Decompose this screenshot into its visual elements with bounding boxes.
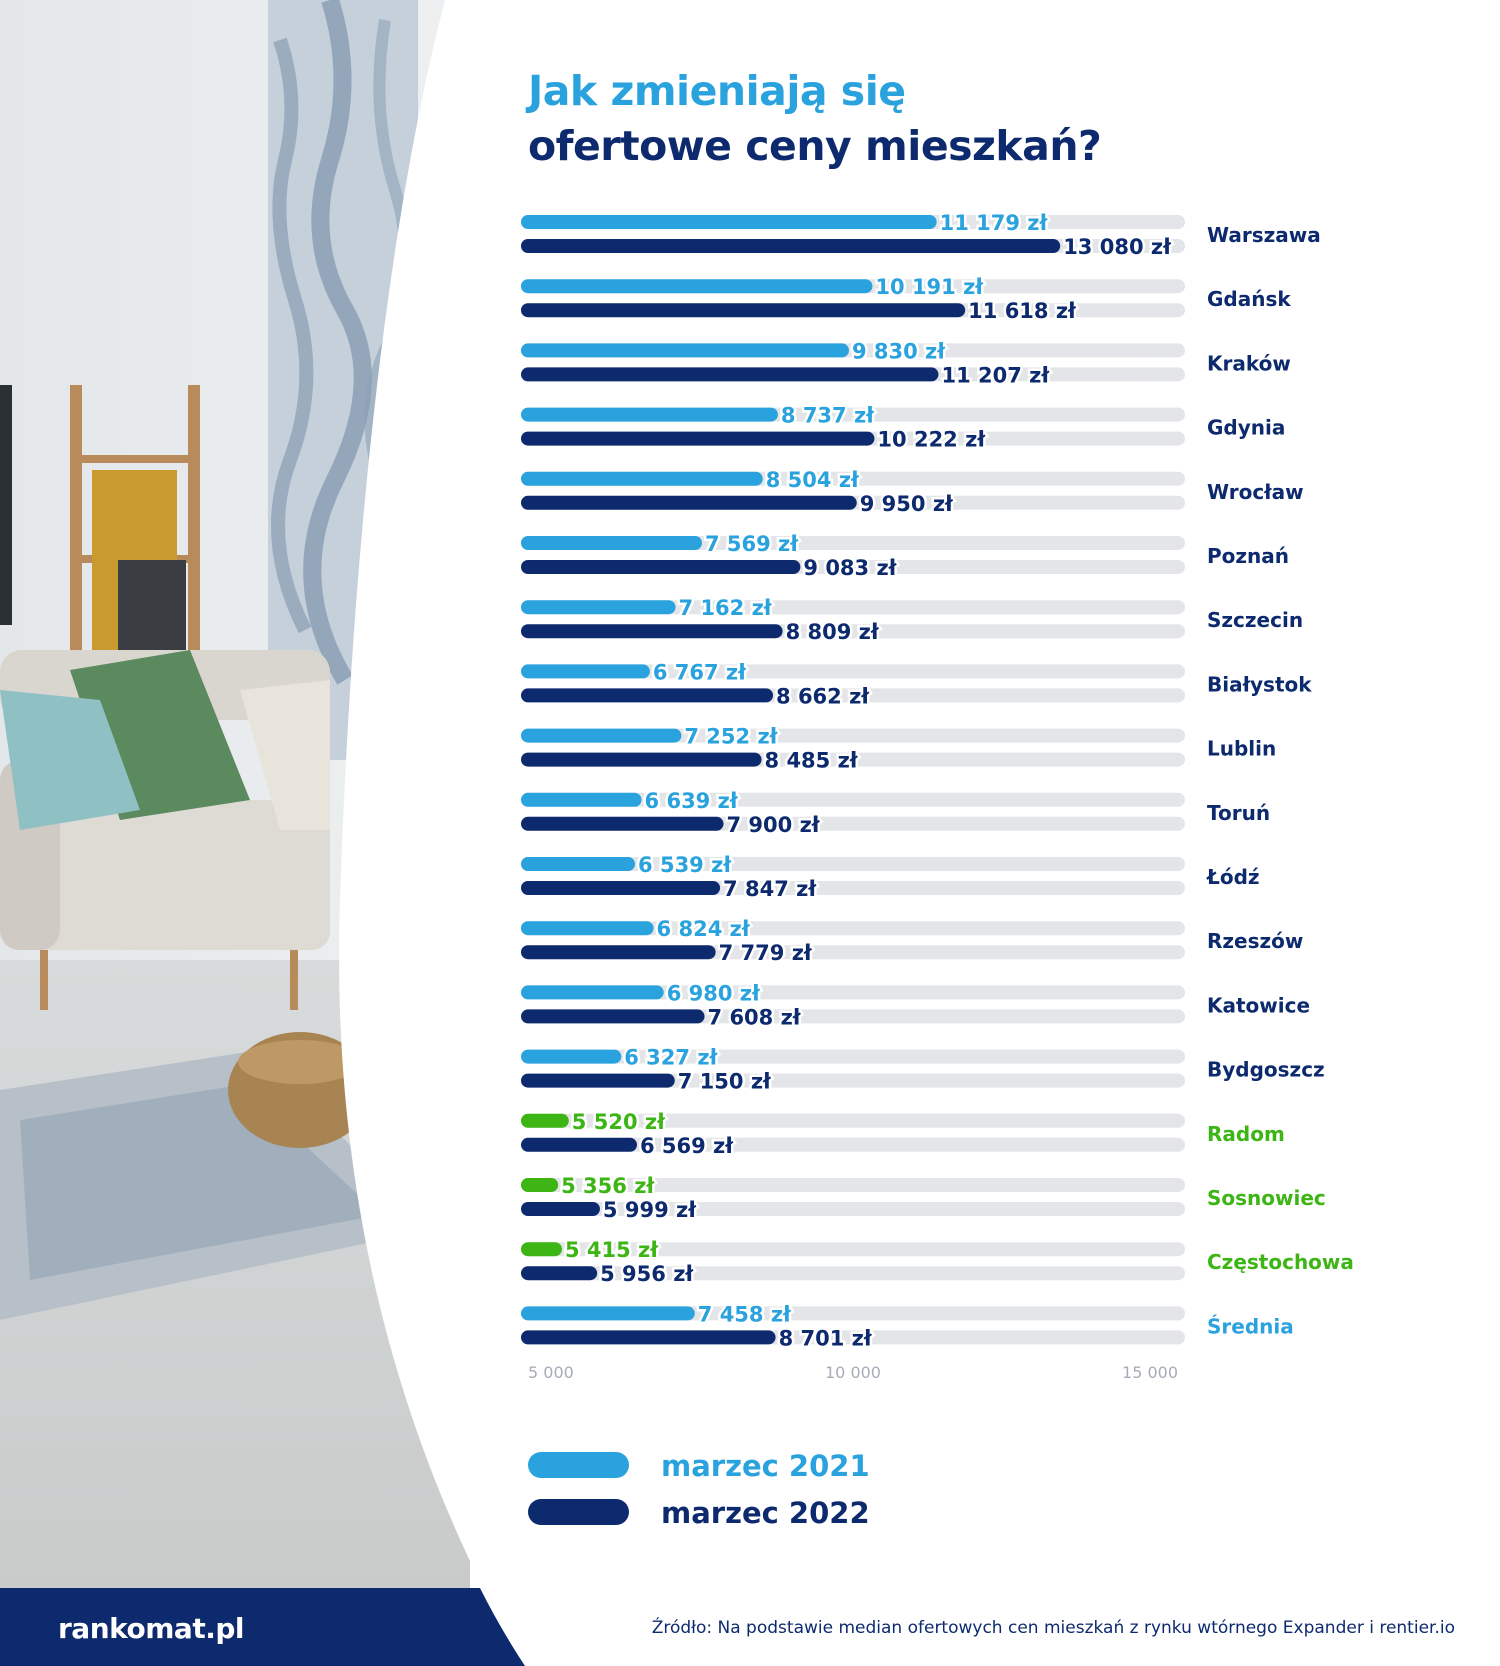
value-label-2021: 5 415 zł	[565, 1238, 659, 1262]
category-label: Rzeszów	[1207, 929, 1303, 953]
value-label-2021: 7 252 zł	[684, 725, 778, 749]
value-label-2022: 7 608 zł	[708, 1005, 802, 1029]
value-label-2022: 8 485 zł	[765, 749, 859, 773]
value-label-2022: 9 950 zł	[860, 492, 954, 516]
value-label-2022: 7 150 zł	[678, 1070, 772, 1094]
x-tick-label: 5 000	[528, 1363, 574, 1382]
value-label-2021: 6 980 zł	[667, 981, 761, 1005]
value-label-2022: 5 956 zł	[600, 1262, 694, 1286]
x-tick-label: 15 000	[1122, 1363, 1178, 1382]
chart-row-warszawa: 11 179 zł 13 080 zł Warszawa	[521, 209, 1321, 262]
chart-row-sosnowiec: 5 356 zł5 999 zł Sosnowiec	[521, 1172, 1326, 1225]
source-note: Źródło: Na podstawie median ofertowych c…	[651, 1618, 1455, 1638]
x-tick-label: 10 000	[825, 1363, 881, 1382]
value-label-2022: 11 207 zł	[941, 363, 1050, 387]
category-label: Katowice	[1207, 993, 1310, 1017]
category-label: Lublin	[1207, 737, 1276, 761]
chart-row-radom: 5 520 zł6 569 zł Radom	[521, 1107, 1285, 1160]
value-label-2021: 6 539 zł	[638, 853, 732, 877]
value-label-2022: 7 847 zł	[723, 877, 817, 901]
category-label: Gdańsk	[1207, 287, 1291, 311]
brand-logo: rankomat.pl	[58, 1612, 244, 1645]
x-axis: 5 000 10 000 15 000	[528, 1363, 1178, 1382]
chart-row-srednia: 7 458 zł8 701 zł Średnia	[521, 1300, 1294, 1353]
category-label: Średnia	[1207, 1314, 1294, 1338]
chart-row-torun: 6 639 zł7 900 zł Toruń	[521, 786, 1270, 839]
value-label-2022: 7 779 zł	[719, 941, 813, 965]
value-label-2022: 9 083 zł	[803, 556, 897, 580]
value-label-2021: 6 639 zł	[645, 789, 739, 813]
category-label: Gdynia	[1207, 416, 1285, 440]
value-label-2021: 5 520 zł	[572, 1110, 666, 1134]
value-label-2022: 8 662 zł	[776, 684, 870, 708]
chart-row-bialystok: 6 767 zł 8 662 zł Białystok	[521, 658, 1312, 711]
chart-row-wroclaw: 8 504 zł9 950 zł Wrocław	[521, 465, 1304, 518]
value-label-2022: 7 900 zł	[727, 813, 821, 837]
category-label: Radom	[1207, 1122, 1285, 1146]
value-label-2022: 13 080 zł	[1063, 235, 1172, 259]
chart-row-poznan: 7 569 zł9 083 zł Poznań	[521, 530, 1289, 583]
value-label-2021: 7 458 zł	[698, 1302, 792, 1326]
value-label-2022: 8 809 zł	[786, 620, 880, 644]
category-label: Białystok	[1207, 672, 1312, 696]
category-label: Toruń	[1207, 801, 1270, 825]
chart-row-katowice: 6 980 zł7 608 zł Katowice	[521, 979, 1310, 1032]
category-label: Szczecin	[1207, 608, 1303, 632]
legend-label: marzec 2021	[661, 1449, 870, 1483]
legend-label: marzec 2022	[661, 1496, 870, 1530]
value-label-2021: 6 327 zł	[624, 1046, 718, 1070]
footer-band	[0, 1588, 525, 1666]
chart-row-bydgoszcz: 6 327 zł7 150 zł Bydgoszcz	[521, 1043, 1325, 1096]
value-label-2022: 11 618 zł	[968, 299, 1077, 323]
value-label-2022: 8 701 zł	[779, 1326, 873, 1350]
value-label-2021: 8 504 zł	[766, 468, 860, 492]
value-label-2021: 7 569 zł	[705, 532, 799, 556]
category-label: Wrocław	[1207, 480, 1304, 504]
value-label-2021: 8 737 zł	[781, 404, 875, 428]
value-label-2022: 10 222 zł	[877, 428, 986, 452]
category-label: Łódź	[1206, 865, 1260, 889]
chart-title: Jak zmieniają się ofertowe ceny mieszkań…	[528, 64, 1102, 174]
chart-row-rzeszow: 6 824 zł7 779 zł Rzeszów	[521, 915, 1303, 968]
value-label-2021: 6 824 zł	[657, 917, 751, 941]
category-label: Częstochowa	[1207, 1250, 1354, 1274]
category-label: Kraków	[1207, 351, 1291, 375]
category-label: Sosnowiec	[1207, 1186, 1326, 1210]
category-label: Poznań	[1207, 544, 1289, 568]
chart-row-lodz: 6 539 zł7 847 zł Łódź	[521, 851, 1260, 904]
chart-title-line1: Jak zmieniają się	[528, 67, 906, 115]
chart-title-line2: ofertowe ceny mieszkań?	[528, 122, 1102, 170]
category-label: Warszawa	[1207, 223, 1321, 247]
value-label-2021: 10 191 zł	[875, 275, 984, 299]
value-label-2022: 5 999 zł	[603, 1198, 697, 1222]
value-label-2021: 9 830 zł	[852, 339, 946, 363]
value-label-2022: 6 569 zł	[640, 1134, 734, 1158]
value-label-2021: 6 767 zł	[653, 660, 747, 684]
chart-legend: marzec 2021 marzec 2022	[528, 1449, 870, 1530]
value-label-2021: 5 356 zł	[561, 1174, 655, 1198]
chart-row-lublin: 7 252 zł8 485 zł Lublin	[521, 722, 1276, 775]
category-label: Bydgoszcz	[1207, 1058, 1325, 1082]
value-label-2021: 7 162 zł	[679, 596, 773, 620]
chart-row-szczecin: 7 162 zł 8 809 zł Szczecin	[521, 594, 1303, 647]
chart-row-czestochowa: 5 415 zł5 956 zł Częstochowa	[521, 1236, 1354, 1289]
value-label-2021: 11 179 zł	[940, 211, 1049, 235]
